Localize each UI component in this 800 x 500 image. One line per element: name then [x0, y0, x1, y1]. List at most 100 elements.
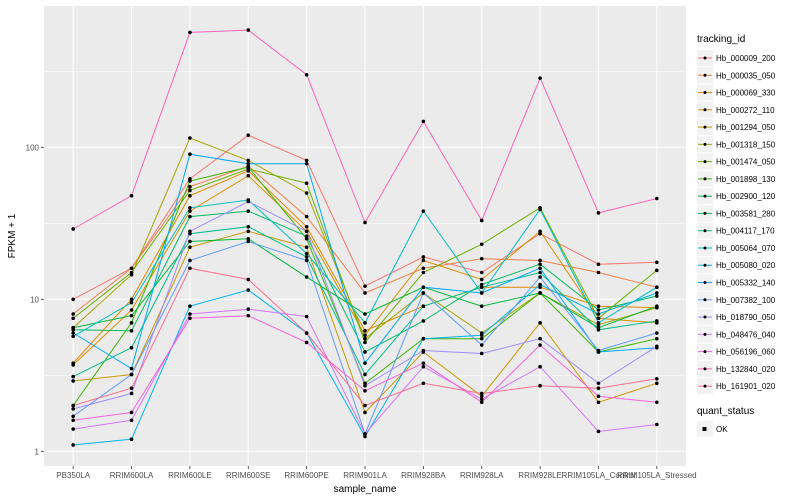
data-point — [129, 345, 134, 350]
data-point — [129, 308, 134, 312]
data-point — [188, 30, 192, 35]
data-point — [421, 255, 426, 259]
data-point — [479, 282, 484, 287]
data-point — [479, 256, 484, 261]
data-point — [363, 220, 367, 225]
legend-label: Hb_132840_020 — [716, 365, 776, 374]
data-point — [304, 224, 309, 229]
legend-key-point — [703, 384, 707, 388]
data-point — [71, 443, 75, 447]
data-point — [538, 207, 542, 212]
data-point — [421, 319, 426, 323]
x-tick-label: RRIM600PE — [284, 471, 328, 480]
data-point — [479, 391, 484, 396]
legend-label: Hb_003581_280 — [716, 209, 776, 218]
data-point — [479, 270, 484, 275]
legend-label: Hb_018790_050 — [716, 313, 776, 322]
data-point — [246, 236, 251, 241]
data-point — [538, 258, 542, 263]
data-point — [421, 348, 426, 353]
y-tick-label: 10 — [30, 295, 39, 304]
data-point — [304, 255, 309, 259]
data-point — [479, 351, 484, 356]
data-point — [71, 418, 75, 423]
data-point — [421, 364, 426, 369]
legend-key-point — [703, 194, 707, 198]
legend-label: Hb_048476_040 — [716, 330, 776, 339]
legend-label: Hb_005332_140 — [716, 279, 776, 288]
legend-label: Hb_005064_070 — [716, 244, 776, 253]
data-point — [421, 209, 426, 213]
data-point — [71, 312, 75, 316]
data-point — [655, 196, 659, 201]
data-point — [596, 348, 601, 353]
data-point — [421, 270, 426, 275]
data-point — [538, 266, 542, 271]
data-point — [363, 403, 367, 408]
data-point — [71, 414, 75, 419]
data-point — [363, 329, 367, 333]
data-point — [304, 72, 309, 77]
data-point — [188, 316, 192, 321]
y-axis-ticks: 1 10 100 — [26, 143, 44, 456]
data-point — [421, 304, 426, 309]
shape-legend-items: OK — [697, 421, 728, 437]
data-point — [129, 410, 134, 415]
data-point — [655, 294, 659, 298]
data-point — [596, 270, 601, 275]
data-point — [71, 316, 75, 321]
data-point — [538, 229, 542, 234]
data-point — [479, 336, 484, 341]
data-point — [188, 209, 192, 213]
data-point — [538, 262, 542, 267]
x-tick-label: RRIM901LA — [343, 471, 387, 480]
legend-label: Hb_005080_020 — [716, 261, 776, 270]
data-point — [596, 304, 601, 309]
data-point — [188, 266, 192, 271]
legend-label: Hb_001474_050 — [716, 158, 776, 167]
data-point — [246, 133, 251, 138]
data-point — [596, 327, 601, 332]
data-point — [479, 304, 484, 309]
data-point — [363, 291, 367, 295]
data-point — [304, 275, 309, 279]
legend-key-point — [703, 177, 707, 181]
data-point — [129, 266, 134, 271]
data-point — [246, 165, 251, 169]
data-point — [363, 434, 367, 439]
data-point — [188, 179, 192, 183]
data-point — [71, 227, 75, 231]
legend-key-point — [703, 211, 707, 215]
data-point — [71, 374, 75, 379]
data-point — [596, 321, 601, 325]
data-point — [421, 266, 426, 271]
legend-label: Hb_002900_120 — [716, 192, 776, 201]
data-point — [421, 381, 426, 386]
data-point — [421, 285, 426, 290]
data-point — [71, 407, 75, 411]
data-point — [188, 229, 192, 234]
data-point — [246, 229, 251, 234]
legend-label: Hb_000035_050 — [716, 71, 776, 80]
data-point — [363, 388, 367, 393]
data-point — [129, 297, 134, 302]
data-point — [596, 381, 601, 386]
data-point — [479, 343, 484, 347]
legend-key-point — [703, 142, 707, 146]
data-point — [363, 361, 367, 365]
x-tick-label: RRIM600LA — [110, 471, 154, 480]
data-point — [655, 319, 659, 323]
x-tick-label: RRIM928LE — [518, 471, 562, 480]
data-point — [596, 312, 601, 316]
data-point — [655, 400, 659, 405]
data-point — [304, 258, 309, 263]
data-point — [655, 331, 659, 335]
data-point — [304, 214, 309, 219]
data-point — [71, 334, 75, 339]
data-point — [655, 381, 659, 386]
data-point — [246, 199, 251, 204]
y-tick-label: 1 — [35, 447, 40, 456]
data-point — [129, 313, 134, 318]
data-point — [363, 333, 367, 338]
